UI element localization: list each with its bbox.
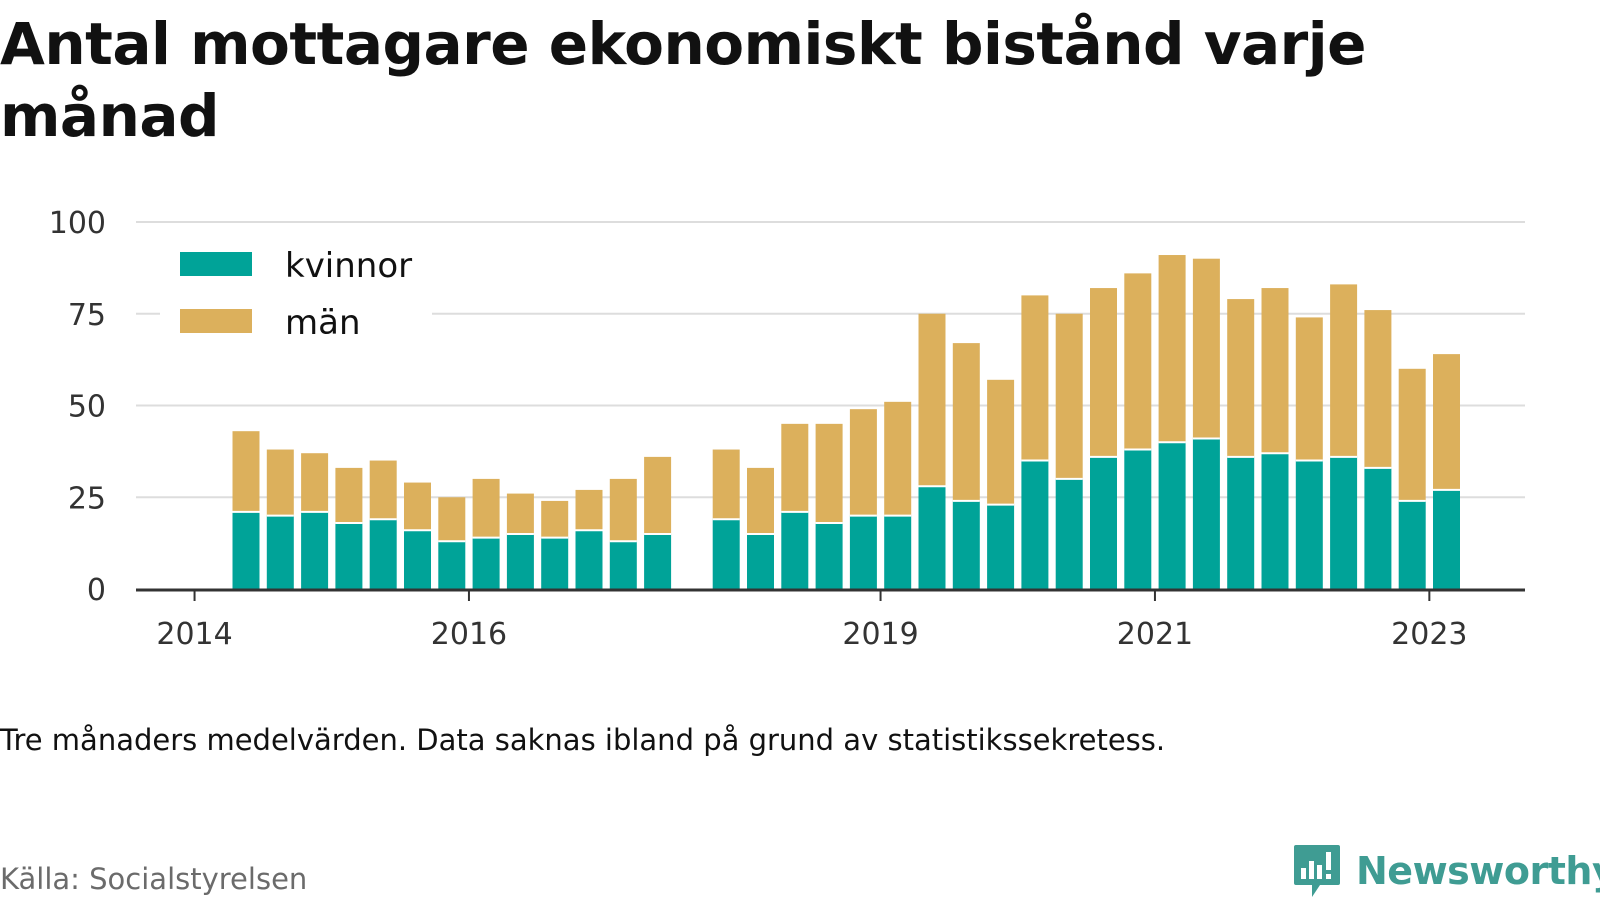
bar-man-32 bbox=[1330, 284, 1358, 457]
legend-swatch-kvinnor bbox=[180, 252, 252, 276]
newsworthy-logo-icon bbox=[1294, 845, 1340, 897]
legend: kvinnor män bbox=[160, 232, 432, 350]
bar-man-8 bbox=[506, 493, 534, 534]
x-tick-label-2014: 2014 bbox=[156, 617, 232, 652]
bar-man-12 bbox=[644, 456, 672, 534]
source-text: Källa: Socialstyrelsen bbox=[0, 862, 308, 896]
bar-kvinnor-24 bbox=[1055, 478, 1083, 589]
bar-kvinnor-8 bbox=[506, 533, 534, 589]
bar-kvinnor-26 bbox=[1124, 449, 1152, 589]
bar-kvinnor-20 bbox=[918, 486, 946, 589]
y-tick-label-0: 0 bbox=[87, 573, 106, 608]
bar-man-30 bbox=[1261, 288, 1289, 454]
legend-swatch-man bbox=[180, 309, 252, 333]
bar-man-28 bbox=[1192, 258, 1220, 439]
x-tick-label-2016: 2016 bbox=[431, 617, 507, 652]
x-tick-label-2023: 2023 bbox=[1391, 617, 1467, 652]
bar-kvinnor-17 bbox=[815, 522, 843, 589]
brand-logo: Newsworthy bbox=[1292, 842, 1600, 900]
bar-kvinnor-15 bbox=[747, 533, 774, 589]
bar-man-9 bbox=[541, 500, 569, 538]
bar-kvinnor-3 bbox=[335, 522, 363, 589]
bar-man-34 bbox=[1398, 368, 1426, 501]
bar-kvinnor-1 bbox=[266, 515, 294, 589]
bar-man-19 bbox=[884, 401, 912, 516]
bar-kvinnor-22 bbox=[987, 504, 1015, 589]
chart-note: Tre månaders medelvärden. Data saknas ib… bbox=[0, 723, 1166, 757]
bar-man-4 bbox=[369, 460, 397, 520]
bar-kvinnor-5 bbox=[404, 530, 431, 589]
bar-man-2 bbox=[301, 453, 329, 512]
bar-man-3 bbox=[335, 467, 363, 523]
bar-kvinnor-32 bbox=[1330, 456, 1358, 589]
bar-man-16 bbox=[781, 423, 809, 512]
bar-man-11 bbox=[609, 478, 637, 542]
bar-man-33 bbox=[1364, 310, 1392, 468]
bar-man-15 bbox=[747, 467, 774, 534]
y-tick-label-100: 100 bbox=[49, 206, 106, 241]
bar-man-29 bbox=[1227, 299, 1255, 457]
bar-man-31 bbox=[1295, 317, 1323, 461]
bar-kvinnor-35 bbox=[1433, 489, 1460, 589]
bar-man-25 bbox=[1090, 288, 1117, 457]
bar-kvinnor-19 bbox=[884, 515, 912, 589]
legend-label-kvinnor: kvinnor bbox=[285, 246, 412, 286]
chart-title: Antal mottagare ekonomiskt bistånd varje… bbox=[0, 10, 1367, 150]
bar-kvinnor-21 bbox=[952, 500, 980, 589]
bar-man-24 bbox=[1055, 313, 1083, 479]
bar-kvinnor-29 bbox=[1227, 456, 1255, 589]
bar-kvinnor-7 bbox=[472, 537, 500, 589]
bar-kvinnor-28 bbox=[1192, 438, 1220, 589]
x-axis: 2014 2016 2019 2021 2023 bbox=[136, 588, 1525, 652]
bar-man-10 bbox=[575, 489, 603, 531]
bar-man-18 bbox=[849, 409, 877, 516]
bar-man-6 bbox=[438, 497, 466, 542]
bars bbox=[232, 255, 1460, 589]
bar-kvinnor-34 bbox=[1398, 500, 1426, 589]
bar-kvinnor-11 bbox=[609, 541, 637, 589]
y-axis-labels: 0 25 50 75 100 bbox=[49, 206, 106, 608]
bar-man-22 bbox=[987, 379, 1015, 505]
y-tick-label-75: 75 bbox=[68, 298, 106, 333]
bar-kvinnor-9 bbox=[541, 537, 569, 589]
bar-man-17 bbox=[815, 423, 843, 523]
y-tick-label-50: 50 bbox=[68, 390, 106, 425]
bar-man-35 bbox=[1433, 354, 1460, 490]
bar-kvinnor-30 bbox=[1261, 453, 1289, 589]
bar-man-23 bbox=[1021, 295, 1049, 461]
bar-man-0 bbox=[232, 431, 260, 512]
bar-man-26 bbox=[1124, 273, 1152, 450]
bar-man-27 bbox=[1158, 255, 1186, 443]
bar-man-20 bbox=[918, 313, 946, 487]
bar-kvinnor-25 bbox=[1090, 456, 1117, 589]
bar-kvinnor-0 bbox=[232, 511, 260, 589]
brand-name: Newsworthy bbox=[1356, 849, 1600, 893]
bar-kvinnor-16 bbox=[781, 511, 809, 589]
bar-kvinnor-27 bbox=[1158, 442, 1186, 589]
bar-kvinnor-4 bbox=[369, 519, 397, 589]
bar-man-5 bbox=[404, 482, 431, 531]
bar-kvinnor-33 bbox=[1364, 467, 1392, 589]
bar-man-14 bbox=[712, 449, 740, 520]
bar-man-7 bbox=[472, 478, 500, 538]
bar-kvinnor-2 bbox=[301, 511, 329, 589]
bar-kvinnor-23 bbox=[1021, 460, 1049, 589]
bar-man-1 bbox=[266, 449, 294, 516]
bar-kvinnor-18 bbox=[849, 515, 877, 589]
bar-kvinnor-14 bbox=[712, 519, 740, 589]
bar-kvinnor-12 bbox=[644, 533, 672, 589]
x-tick-label-2021: 2021 bbox=[1117, 617, 1193, 652]
y-tick-label-25: 25 bbox=[68, 481, 106, 516]
legend-label-man: män bbox=[285, 303, 361, 343]
x-tick-label-2019: 2019 bbox=[842, 617, 918, 652]
bar-man-21 bbox=[952, 343, 980, 501]
bar-kvinnor-31 bbox=[1295, 460, 1323, 589]
bar-kvinnor-10 bbox=[575, 530, 603, 589]
bar-kvinnor-6 bbox=[438, 541, 466, 589]
